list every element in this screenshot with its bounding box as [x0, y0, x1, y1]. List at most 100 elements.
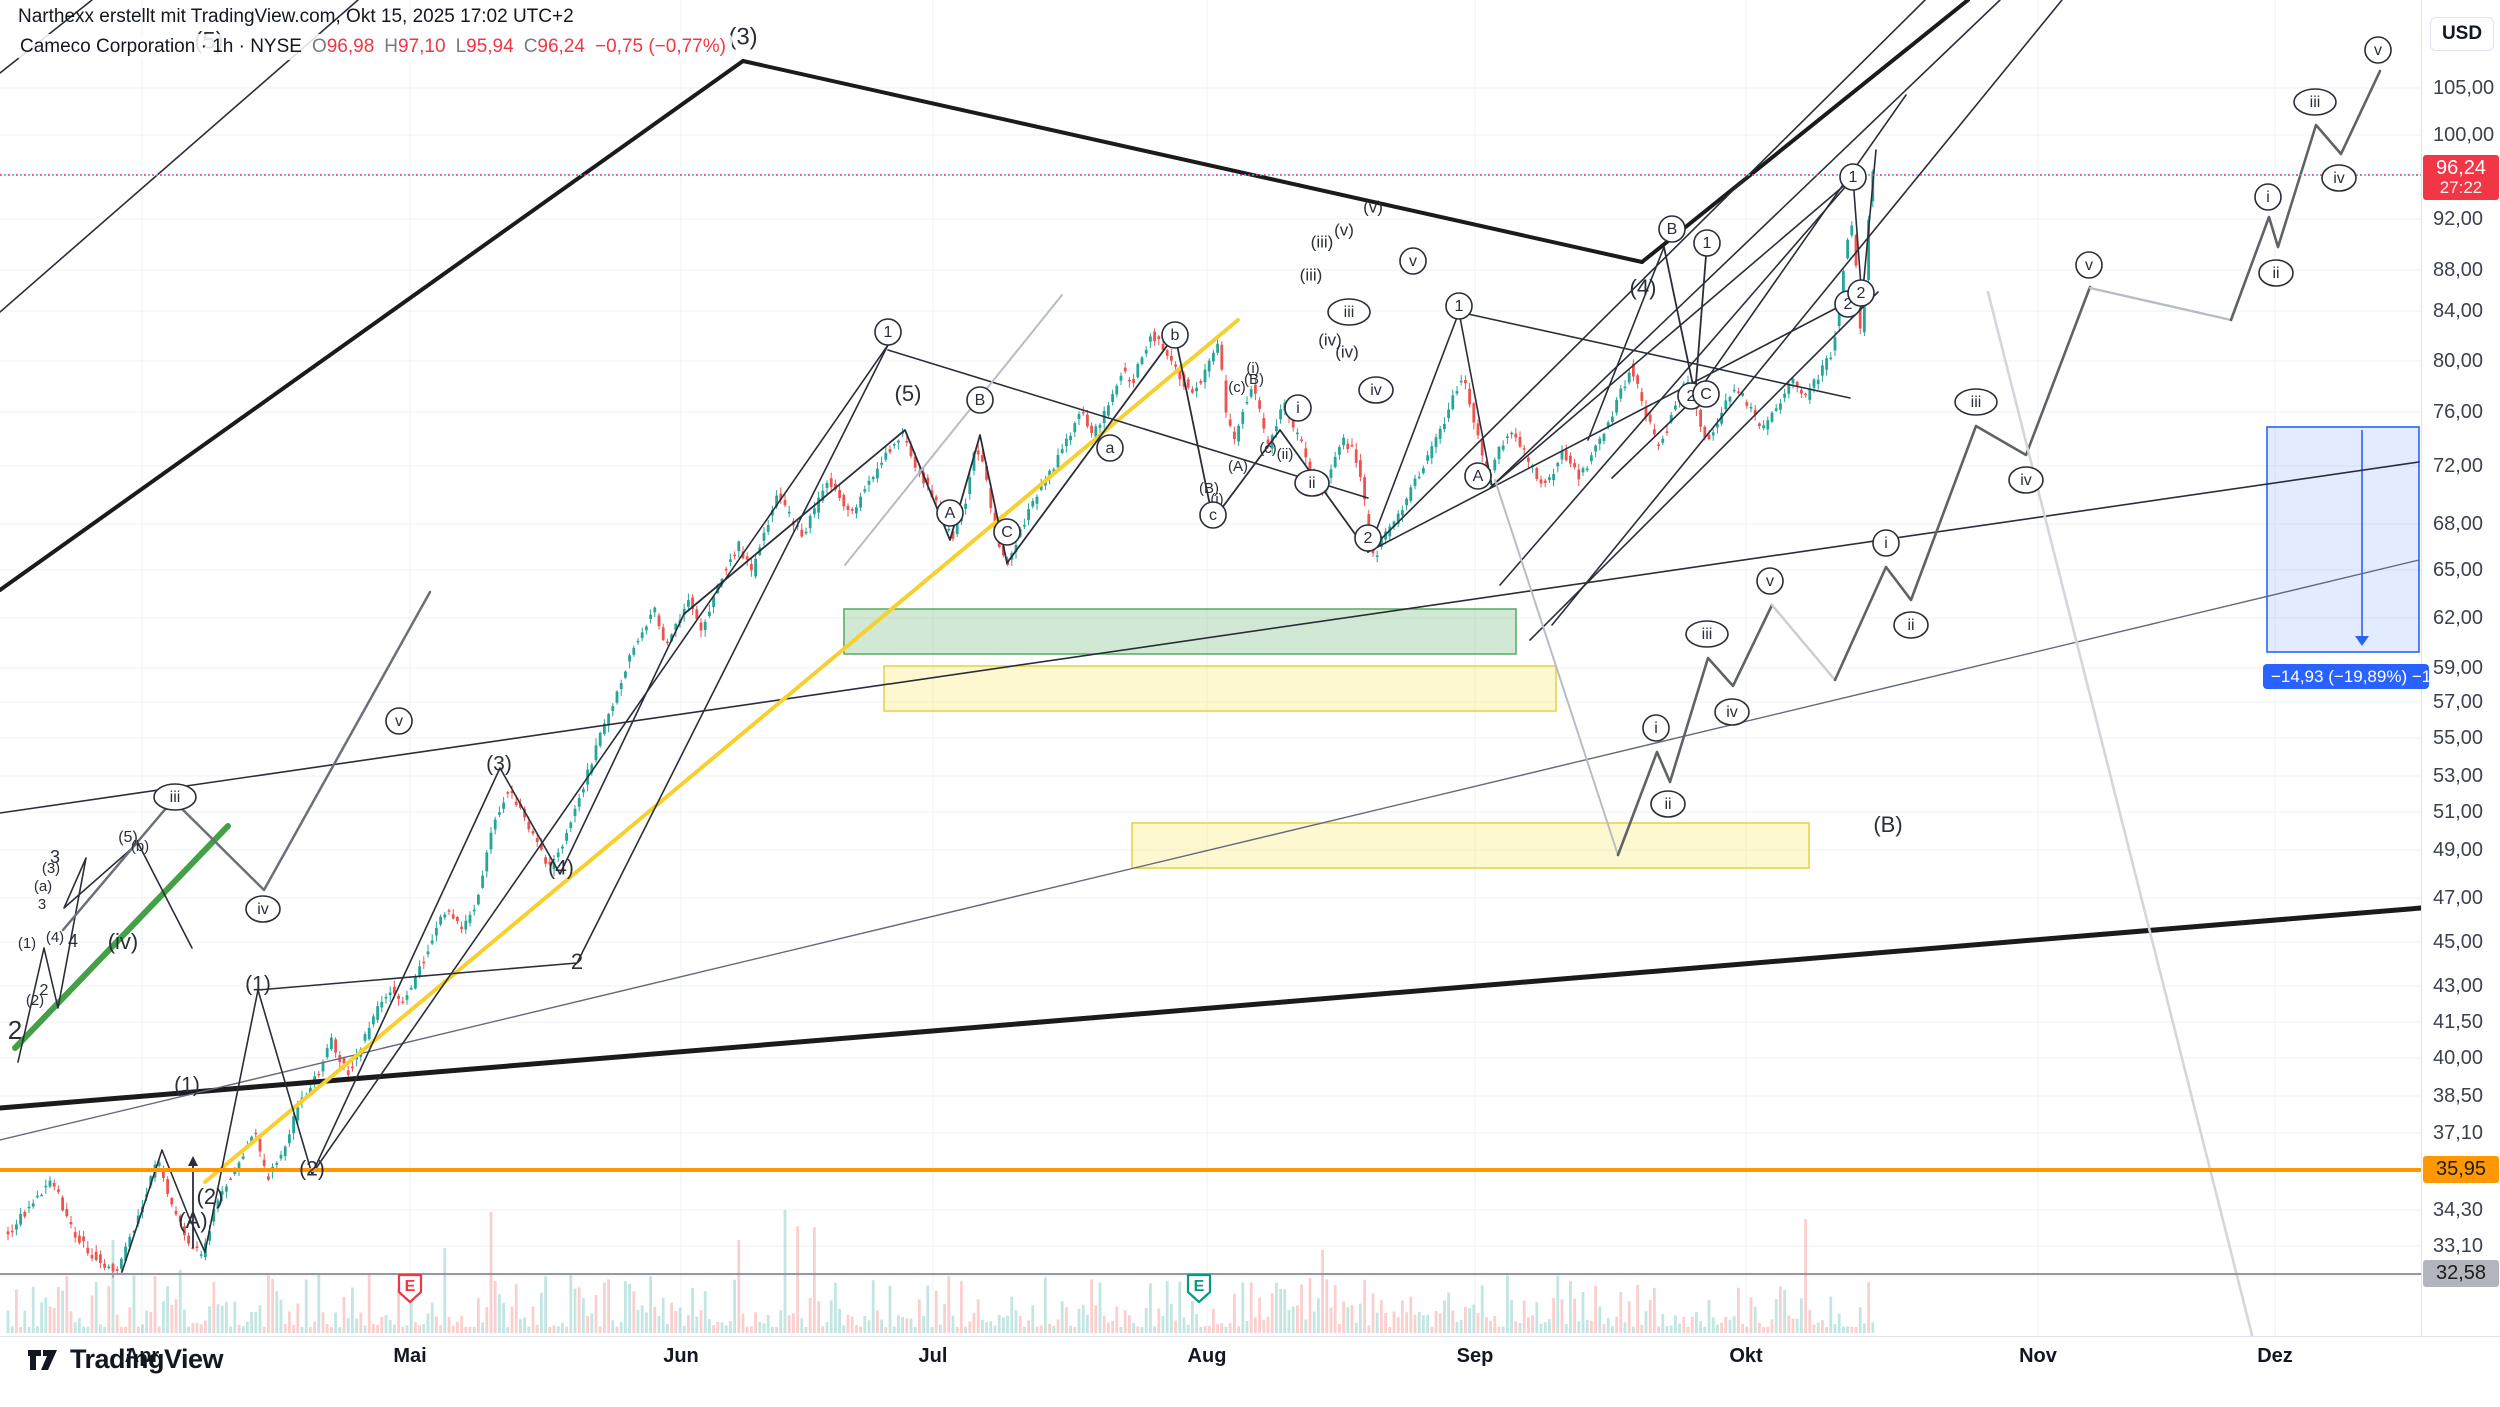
price-tick: 38,50: [2433, 1085, 2484, 1107]
measurement-label[interactable]: −14,93 (−19,89%) −1: [2263, 664, 2429, 689]
wave-label: (3): [486, 753, 512, 776]
wave-label: (4): [46, 929, 64, 946]
month-tick: Jul: [918, 1345, 948, 1367]
month-tick: Sep: [1456, 1345, 1494, 1367]
wave-label: (2): [26, 992, 44, 1009]
ohlc-high: H97,10: [384, 36, 446, 57]
wave-label-circled: 2: [1364, 530, 1373, 547]
wave-label-circled: 2: [1687, 388, 1696, 405]
wave-label-circled: i: [1884, 535, 1888, 552]
volume-bars: [6, 1210, 1875, 1333]
wave-label: (iv): [1318, 330, 1342, 349]
month-tick: Nov: [2019, 1345, 2057, 1367]
price-tick: 105,00: [2433, 77, 2495, 99]
price-tick: 33,10: [2433, 1235, 2484, 1257]
wave-label-circled: iv: [2333, 170, 2345, 187]
trend-lines[interactable]: [0, 0, 2424, 1337]
wave-label-circled: 1: [1703, 235, 1712, 252]
wave-label: (4): [1630, 275, 1657, 300]
currency-button[interactable]: USD: [2430, 17, 2494, 51]
wave-label-circled: a: [1106, 440, 1115, 457]
wave-label: (v): [1363, 197, 1383, 216]
wave-label-circled: A: [945, 505, 956, 522]
wave-label: (3): [728, 23, 757, 50]
price-tick: 80,00: [2433, 350, 2484, 372]
price-tick: 47,00: [2433, 887, 2484, 909]
symbol-title: Cameco Corporation · 1h · NYSE: [20, 36, 302, 57]
wave-label-circled: 2: [1844, 296, 1853, 313]
price-tick: 59,00: [2433, 657, 2484, 679]
price-tick: 72,00: [2433, 455, 2484, 477]
zone-boxes[interactable]: [843, 426, 2420, 869]
wave-label: (2): [299, 1158, 325, 1181]
month-tick: Aug: [1187, 1345, 1227, 1367]
wave-label: (iv): [1335, 342, 1359, 361]
price-change: −0,75 (−0,77%): [594, 36, 726, 57]
price-axis[interactable]: USD 105,00 100,00 92,00 88,00 84,00 80,00 76,0…: [2421, 0, 2500, 1336]
earnings-icon: E: [405, 1278, 416, 1295]
month-tick: Jun: [663, 1345, 699, 1367]
wave-label: (1): [174, 1074, 200, 1097]
price-tick: 40,00: [2433, 1047, 2484, 1069]
wave-label-circled: A: [1473, 468, 1484, 485]
wave-label: (iii): [1300, 265, 1323, 284]
wave-label-circled: ii: [2272, 265, 2279, 282]
price-lines[interactable]: [0, 174, 2421, 1275]
wave-label: 4: [68, 931, 78, 951]
price-tick: 76,00: [2433, 401, 2484, 423]
price-badge: 96,24 27:22: [2423, 155, 2499, 200]
time-axis[interactable]: Apr Mai Jun Jul Aug Sep Okt Nov Dez: [0, 1336, 2500, 1407]
wave-label-circled: C: [1700, 386, 1712, 403]
tradingview-logo-icon: [28, 1349, 57, 1370]
price-badge: 32,58: [2423, 1260, 2499, 1287]
wave-label-circled: iv: [1370, 382, 1382, 399]
price-badge: 35,95: [2423, 1156, 2499, 1183]
wave-label-circled: v: [395, 713, 403, 730]
wave-label: (B): [1199, 480, 1219, 497]
wave-label: 2: [40, 982, 49, 999]
wave-label-circled: 1: [884, 324, 893, 341]
price-tick: 53,00: [2433, 765, 2484, 787]
wave-label-circled: i: [1654, 720, 1658, 737]
wave-label: (5): [118, 829, 138, 846]
wave-labels[interactable]: (5)(3)(3)(4)(1)(2)(1)(2)(A)22(iv)(1)(4)4…: [8, 23, 2392, 1233]
price-tick: 100,00: [2433, 124, 2495, 146]
wave-label: (4): [548, 857, 574, 880]
wave-label: (v): [1334, 220, 1354, 239]
tradingview-logo[interactable]: TradingView: [26, 1344, 224, 1375]
wave-label: 3: [38, 896, 46, 913]
wave-label: 3: [50, 847, 60, 867]
symbol-row[interactable]: Cameco Corporation · 1h · NYSE O96,98 H9…: [18, 34, 732, 60]
price-tick: 84,00: [2433, 300, 2484, 322]
price-tick: 55,00: [2433, 727, 2484, 749]
ohlc-close: C96,24: [523, 36, 585, 57]
month-tick: Okt: [1729, 1345, 1763, 1367]
wave-label: (B): [1244, 371, 1264, 388]
price-tick: 37,10: [2433, 1122, 2484, 1144]
wave-label: 2: [8, 1015, 22, 1045]
wave-label: (A): [1228, 458, 1248, 475]
wave-label-circled: v: [1766, 573, 1774, 590]
wave-label: (1): [245, 973, 271, 996]
ohlc-open: O96,98: [311, 36, 375, 57]
wave-label-circled: i: [2266, 189, 2270, 206]
month-tick: Apr: [124, 1345, 160, 1367]
price-tick: 41,50: [2433, 1011, 2484, 1033]
chart-legend: Narthexx erstellt mit TradingView.com, O…: [18, 6, 732, 60]
price-tick: 49,00: [2433, 839, 2484, 861]
wave-label: (3): [42, 860, 60, 877]
wave-label: (5): [895, 381, 922, 406]
wave-label: 2: [571, 949, 583, 974]
price-tick: 92,00: [2433, 208, 2484, 230]
price-tick: 68,00: [2433, 513, 2484, 535]
wave-label-circled: v: [2085, 257, 2093, 274]
month-tick: Dez: [2257, 1345, 2293, 1367]
wave-label-circled: 2: [1857, 285, 1866, 302]
wave-label: (A): [178, 1208, 207, 1233]
wave-label-circled: b: [1171, 327, 1180, 344]
wave-label-circled: v: [1409, 253, 1417, 270]
wave-label-circled: iv: [2020, 472, 2032, 489]
